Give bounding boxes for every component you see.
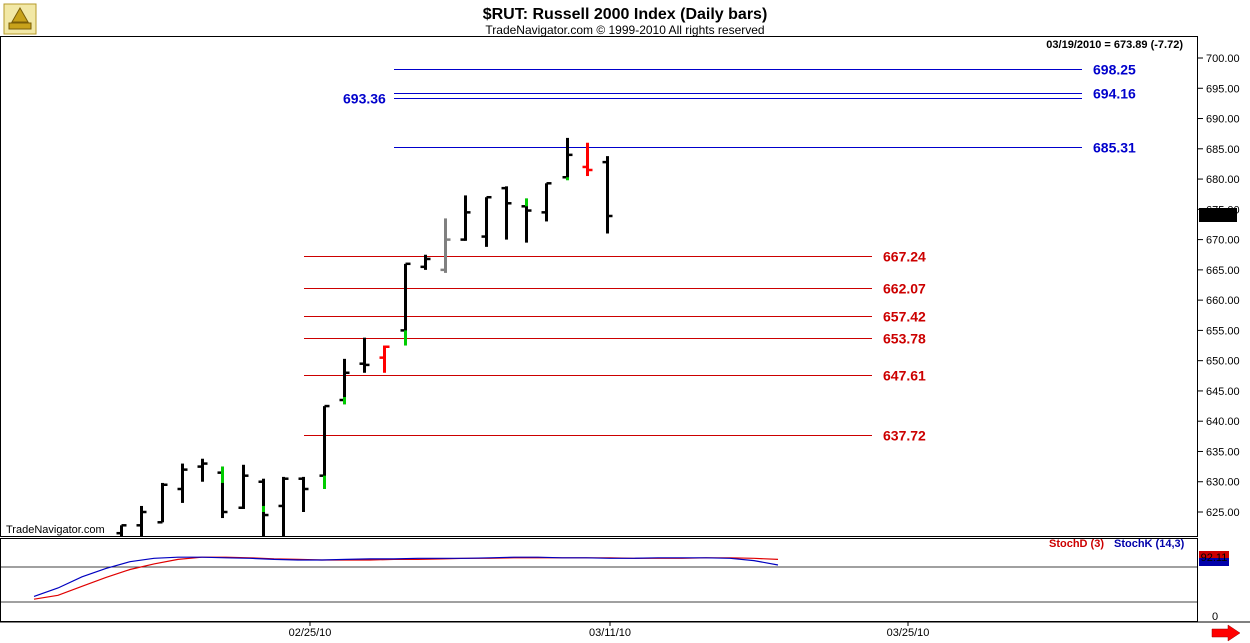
y-tick-label: 645.00 — [1206, 386, 1240, 398]
indicator-zero-label: 0 — [1212, 611, 1218, 623]
y-tick-label: 650.00 — [1206, 356, 1240, 368]
ohlc-bars — [116, 137, 613, 536]
ohlc-bar — [602, 156, 613, 234]
chart-subtitle: TradeNavigator.com © 1999-2010 All right… — [485, 23, 764, 37]
ohlc-bar — [278, 476, 289, 536]
ohlc-bar — [197, 458, 208, 482]
y-tick-label: 695.00 — [1206, 83, 1240, 95]
ohlc-bar — [481, 195, 492, 247]
resistance-label-left: 693.36 — [343, 91, 386, 107]
stochk-line — [33, 556, 779, 597]
y-tick-label: 625.00 — [1206, 507, 1240, 519]
chart-title: $RUT: Russell 2000 Index (Daily bars) — [483, 6, 768, 23]
ohlc-bar — [582, 142, 593, 177]
y-tick-label: 630.00 — [1206, 477, 1240, 489]
ohlc-bar — [420, 254, 431, 270]
y-tick-label: 670.00 — [1206, 235, 1240, 247]
y-tick-label: 635.00 — [1206, 446, 1240, 458]
y-tick-label: 685.00 — [1206, 144, 1240, 156]
y-axis-area — [1198, 36, 1250, 622]
y-tick-label: 640.00 — [1206, 416, 1240, 428]
last-price-label: 673.89 — [1201, 210, 1235, 222]
stochk-label: StochK (14,3) — [1114, 538, 1185, 550]
y-tick-label: 680.00 — [1206, 174, 1240, 186]
resistance-label: 698.25 — [1093, 62, 1136, 78]
ohlc-bar — [116, 524, 127, 536]
resistance-label: 685.31 — [1093, 140, 1136, 156]
support-label: 657.42 — [883, 309, 926, 325]
support-label: 653.78 — [883, 331, 926, 347]
ohlc-bar — [379, 345, 390, 373]
last-price-box — [1199, 208, 1237, 222]
stochastic-lines — [1, 556, 1197, 603]
ohlc-bar — [177, 463, 188, 503]
quote-readout: 03/19/2010 = 673.89 (-7.72) — [1046, 39, 1183, 51]
support-label: 662.07 — [883, 281, 926, 297]
y-tick-label: 700.00 — [1206, 53, 1240, 65]
ohlc-bar — [136, 505, 147, 536]
indicator-panel — [0, 538, 1198, 622]
x-tick-label: 03/25/10 — [887, 627, 930, 639]
ohlc-bar — [157, 482, 168, 524]
scroll-right-arrow-icon[interactable] — [1211, 624, 1241, 642]
resistance-label: 694.16 — [1093, 86, 1136, 102]
support-label: 647.61 — [883, 368, 926, 384]
x-axis-ticks: 02/25/10 03/11/10 03/25/10 — [289, 622, 930, 639]
x-tick-label: 03/11/10 — [589, 627, 631, 639]
y-tick-label: 665.00 — [1206, 265, 1240, 277]
ohlc-bar — [440, 218, 451, 273]
ohlc-bar — [238, 464, 249, 510]
ohlc-bar — [298, 476, 309, 512]
ohlc-bar — [359, 337, 370, 373]
ohlc-bar — [541, 182, 552, 222]
support-label: 637.72 — [883, 428, 926, 444]
tradenavigator-logo-icon[interactable] — [3, 3, 37, 35]
ohlc-bar — [501, 186, 512, 240]
price-panel — [0, 36, 1198, 537]
ohlc-bar — [460, 195, 471, 241]
support-label: 667.24 — [883, 249, 926, 265]
y-axis-ticks: 625.00 630.00 635.00 640.00 645.00 650.00 655.… — [1198, 53, 1240, 519]
x-tick-label: 02/25/10 — [289, 627, 332, 639]
stoch-value-label: 92.11 — [1201, 552, 1228, 564]
y-tick-label: 655.00 — [1206, 325, 1240, 337]
stochd-label: StochD (3) — [1049, 538, 1104, 550]
y-tick-label: 660.00 — [1206, 295, 1240, 307]
y-tick-label: 690.00 — [1206, 114, 1240, 126]
watermark: TradeNavigator.com — [6, 524, 105, 536]
level-lines: 667.24 662.07 657.42 653.78 647.61 637.72 698.… — [304, 62, 1136, 444]
stochk-value-box — [1199, 558, 1229, 566]
